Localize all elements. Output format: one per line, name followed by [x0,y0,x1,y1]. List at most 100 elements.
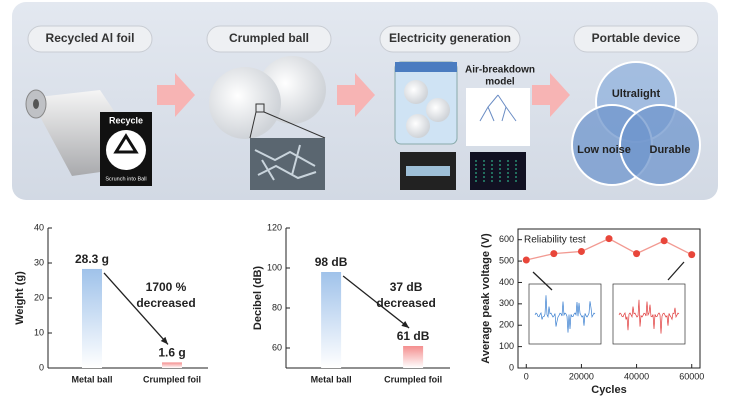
sphere [426,98,450,122]
charts: 0 10 20 30 40 Weight (g) 28.3 g Metal ball 1.6 g… [14,222,704,396]
y-tick-label: 30 [34,257,44,267]
venn: Ultralight Low noise Durable [571,61,701,186]
point [605,235,613,243]
point [577,247,585,255]
bar [162,362,182,368]
y-tick-label: 400 [499,277,514,287]
bar [82,268,102,368]
value-label: 1.6 g [158,346,185,360]
roll-core [33,99,39,109]
point [550,250,558,258]
x-tick-label: 40000 [624,371,649,381]
inset [528,283,602,345]
model-box [466,88,530,146]
bar [321,272,342,368]
pill [379,25,521,53]
y-tick-label: 80 [272,302,282,312]
sphere [406,114,430,138]
crumpled-balls [209,56,326,190]
y-axis-label: Decibel (dB) [252,266,264,331]
recycle-label: Recycle [109,115,143,125]
y-tick-label: 300 [499,298,514,308]
x-tick-label: 60000 [679,371,704,381]
zoom-line [249,111,257,139]
y-tick-label: 500 [499,255,514,265]
arrow [157,73,195,117]
y-axis-label: Average peak voltage (V) [480,233,492,364]
point [688,251,696,259]
y-tick-label: 100 [499,341,514,351]
step-label: Crumpled ball [229,31,309,45]
model-label: model [485,77,515,88]
foil-roll: Recycle Scrunch into Ball [25,89,152,186]
venn-label: Durable [650,144,691,156]
y-tick-label: 20 [34,292,44,302]
y-tick-label: 10 [34,327,44,337]
model-label: Air-breakdown [465,65,535,76]
venn-label: Low noise [577,144,631,156]
step-label: Portable device [592,31,681,45]
photo-glow [406,166,450,176]
x-tick-label: 0 [524,371,529,381]
x-tick-label: Metal ball [311,374,352,384]
y-tick-label: 60 [272,342,282,352]
sem-image [250,138,325,190]
y-axis-label: Weight (g) [14,271,26,325]
pill [573,25,699,53]
arrow [532,73,570,117]
venn-circle [619,104,701,186]
photo-glow [475,160,517,184]
plot-frame [517,228,701,369]
value-label: 98 dB [315,255,348,269]
value-label: 61 dB [397,329,430,343]
pointer [532,271,553,291]
point [660,237,668,245]
value-label: 28.3 g [75,252,109,266]
recycle-caption: Scrunch into Ball [105,176,146,182]
point [633,250,641,258]
pill [206,25,332,53]
x-tick-label: Crumpled foil [143,374,201,384]
annotation: decreased [136,296,195,310]
arrow-head [401,320,410,328]
zoom-box [255,103,265,113]
x-tick-label: 20000 [569,371,594,381]
sem-texture [254,144,317,181]
inset-trace [534,295,596,333]
ball [209,67,281,139]
y-tick-label: 40 [34,222,44,232]
pill [27,25,153,53]
arrow [337,73,375,117]
y-tick-label: 100 [267,262,282,272]
recycle-arrows [113,133,139,154]
arrow-head [160,336,168,345]
inset-trace [618,299,680,334]
x-tick-label: Crumpled foil [384,374,442,384]
y-tick-label: 120 [267,222,282,232]
y-tick-label: 200 [499,320,514,330]
step-label: Electricity generation [389,31,511,45]
generator: Air-breakdown model [394,61,535,190]
point [522,256,530,264]
sphere [404,80,428,104]
pointer [667,261,685,281]
venn-label: Ultralight [612,88,661,100]
annotation: decreased [376,296,435,310]
y-tick-label: 600 [499,234,514,244]
cylinder-cap [395,62,457,72]
zoom-line [263,111,326,139]
x-tick-label: Metal ball [71,374,112,384]
bar [403,346,424,368]
x-axis-label: Cycles [591,384,626,396]
chart-title: Reliability test [524,235,586,246]
trend-arrow [342,275,410,329]
annotation: 37 dB [390,280,423,294]
y-tick-label: 0 [39,362,44,372]
avalanche [479,94,517,122]
step-pills: Recycled Al foil Crumpled ball Electrici… [27,25,699,53]
annotation: 1700 % [146,280,187,294]
flow-arrows [157,73,570,117]
y-tick-label: 0 [509,362,514,372]
